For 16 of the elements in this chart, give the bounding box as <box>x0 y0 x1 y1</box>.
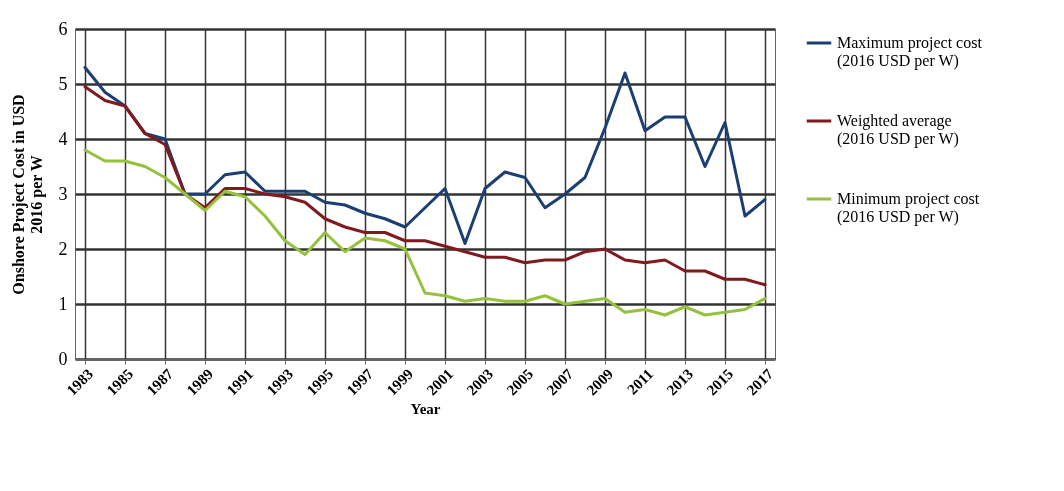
y-tick-label: 4 <box>58 128 68 149</box>
y-tick-label: 1 <box>58 293 68 314</box>
line-series <box>83 148 767 317</box>
y-tick-label: 2 <box>58 238 68 259</box>
legend-label: Maximum project cost (2016 USD per W) <box>837 34 983 70</box>
legend-label: Weighted average (2016 USD per W) <box>837 112 959 148</box>
legend-label: Minimum project cost (2016 USD per W) <box>837 190 980 226</box>
y-tick-label: 3 <box>58 183 68 204</box>
x-axis-title: Year <box>410 401 441 418</box>
line-series <box>83 66 767 245</box>
line-series <box>83 85 767 287</box>
y-tick-label: 6 <box>58 18 68 39</box>
y-tick-label: 5 <box>58 73 68 94</box>
y-axis-title: Onshore Project Cost in USD 2016 per W <box>9 94 46 295</box>
x-tick-label: 2011 <box>624 365 657 398</box>
y-tick-label: 0 <box>58 348 68 369</box>
